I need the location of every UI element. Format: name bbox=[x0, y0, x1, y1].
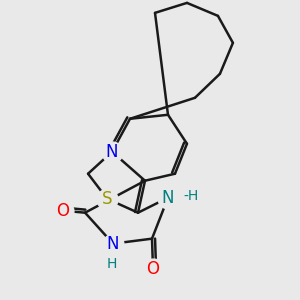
Text: H: H bbox=[106, 257, 116, 271]
Text: S: S bbox=[102, 190, 112, 208]
Text: -H: -H bbox=[183, 189, 199, 203]
Text: O: O bbox=[146, 260, 160, 278]
Text: N: N bbox=[106, 143, 118, 161]
Text: N: N bbox=[107, 235, 119, 253]
Text: O: O bbox=[57, 202, 70, 220]
Text: N: N bbox=[162, 189, 174, 207]
